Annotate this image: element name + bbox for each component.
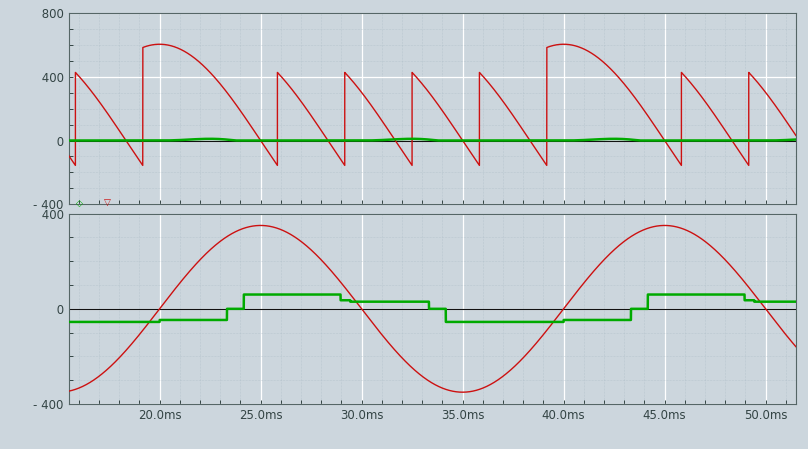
Text: ◇: ◇ [76,199,83,208]
Text: ▽: ▽ [103,199,111,208]
